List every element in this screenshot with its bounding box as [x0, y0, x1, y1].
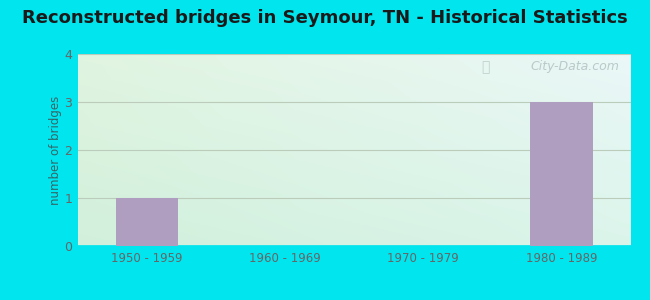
Y-axis label: number of bridges: number of bridges — [49, 95, 62, 205]
Text: Reconstructed bridges in Seymour, TN - Historical Statistics: Reconstructed bridges in Seymour, TN - H… — [22, 9, 628, 27]
Text: City-Data.com: City-Data.com — [530, 60, 619, 73]
Bar — [116, 198, 178, 246]
Text: Ⓜ: Ⓜ — [481, 60, 489, 74]
Bar — [530, 102, 593, 246]
